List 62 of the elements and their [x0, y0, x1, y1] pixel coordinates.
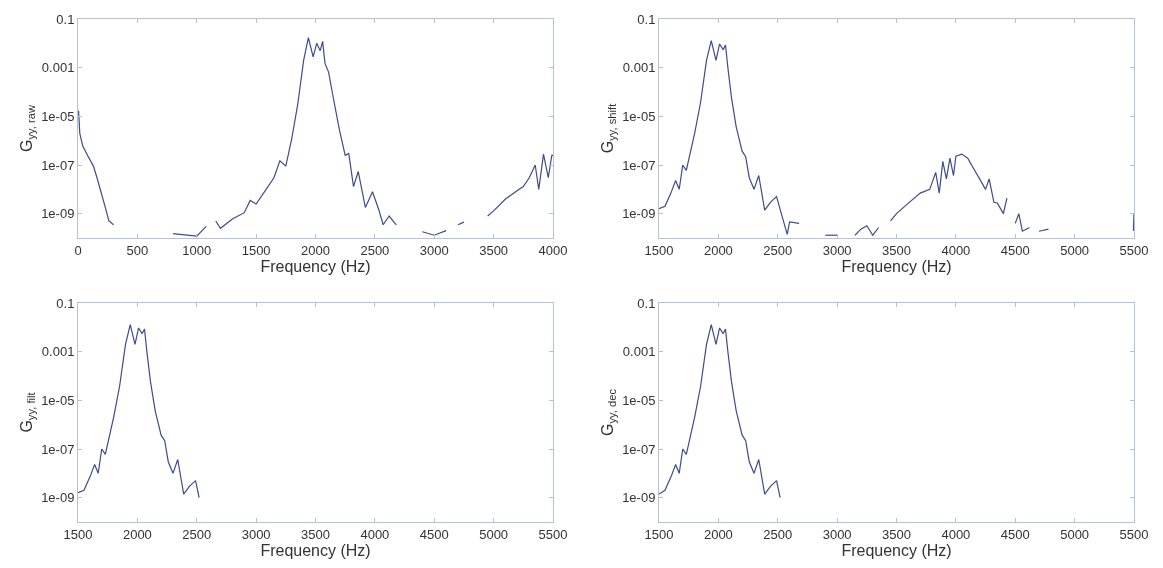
x-tick-label: 3500 [882, 526, 911, 542]
y-tick-label: 1e-05 [41, 392, 75, 408]
y-tick-label: 0.001 [622, 60, 656, 76]
y-tick-label: 0.001 [622, 344, 656, 360]
x-tick-label: 2000 [122, 526, 152, 542]
x-tick-label: 2000 [703, 242, 733, 258]
x-tick-label: 3000 [822, 526, 852, 542]
x-tick-label: 2500 [182, 526, 212, 542]
x-tick-label: 2000 [703, 526, 733, 542]
x-tick-label: 5500 [1119, 242, 1149, 258]
y-tick-label: 0.001 [41, 60, 75, 76]
y-tick-label: 0.1 [637, 11, 656, 27]
x-tick-label: 500 [126, 242, 149, 258]
x-tick-label: 1000 [182, 242, 212, 258]
x-tick-label: 5000 [479, 526, 509, 542]
x-tick-label: 3500 [301, 526, 330, 542]
x-tick-label: 4000 [941, 242, 971, 258]
y-tick-label: 1e-09 [622, 206, 656, 222]
y-tick-label: 1e-09 [622, 490, 656, 506]
x-tick-label: 1500 [241, 242, 271, 258]
y-tick-label: 0.1 [56, 295, 75, 311]
line-series [78, 323, 200, 499]
x-tick-label: 4500 [1000, 526, 1030, 542]
y-tick-label: 1e-05 [41, 108, 75, 124]
x-axis-title: Frequency (Hz) [260, 257, 371, 275]
x-tick-label: 0 [74, 242, 82, 258]
x-axis-title: Frequency (Hz) [260, 541, 371, 559]
y-tick-label: 1e-05 [622, 392, 656, 408]
x-tick-label: 3000 [241, 526, 271, 542]
x-tick-label: 1500 [63, 526, 93, 542]
y-tick-label: 1e-07 [41, 157, 75, 173]
y-tick-label: 1e-07 [622, 157, 656, 173]
x-tick-label: 4000 [538, 242, 568, 258]
x-tick-label: 4000 [941, 526, 971, 542]
y-tick-label: 1e-09 [41, 206, 75, 222]
y-tick-label: 1e-05 [622, 108, 656, 124]
x-tick-label: 2500 [763, 526, 793, 542]
y-tick-label: 0.1 [56, 11, 75, 27]
y-tick-label: 1e-09 [41, 490, 75, 506]
x-tick-label: 3000 [419, 242, 449, 258]
y-tick-label: 0.1 [637, 295, 656, 311]
x-tick-label: 1500 [644, 526, 674, 542]
x-tick-label: 5500 [1119, 526, 1149, 542]
x-tick-label: 5000 [1060, 526, 1090, 542]
x-tick-label: 5500 [538, 526, 568, 542]
x-tick-label: 3500 [882, 242, 911, 258]
x-tick-label: 1500 [644, 242, 674, 258]
x-tick-label: 4500 [419, 526, 449, 542]
x-tick-label: 4500 [1000, 242, 1030, 258]
x-tick-label: 3000 [822, 242, 852, 258]
x-tick-label: 5000 [1060, 242, 1090, 258]
y-tick-label: 1e-07 [622, 441, 656, 457]
x-tick-label: 2500 [763, 242, 793, 258]
x-tick-label: 2500 [360, 242, 390, 258]
x-tick-label: 3500 [479, 242, 509, 258]
x-axis-title: Frequency (Hz) [841, 257, 952, 275]
x-axis-title: Frequency (Hz) [841, 541, 952, 559]
line-series [659, 323, 781, 499]
y-tick-label: 1e-07 [41, 441, 75, 457]
y-tick-label: 0.001 [41, 344, 75, 360]
x-tick-label: 4000 [360, 526, 390, 542]
x-tick-label: 2000 [301, 242, 330, 258]
